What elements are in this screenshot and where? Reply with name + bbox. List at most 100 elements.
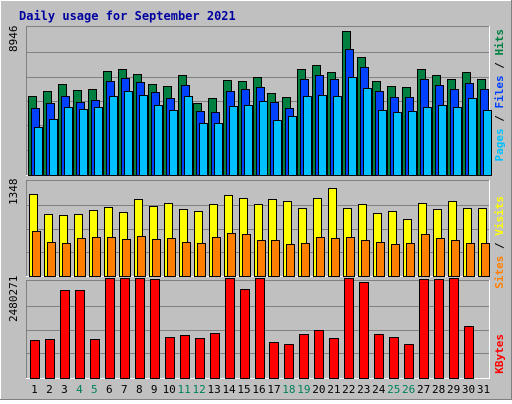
bar-sites-day-8 — [137, 236, 146, 277]
x-tick-label-day-4: 4 — [76, 383, 83, 396]
x-tick-label-day-19: 19 — [297, 383, 310, 396]
legend-kbytes: KBytes — [493, 334, 506, 374]
bar-sites-day-26 — [406, 243, 415, 277]
bar-pages-day-14 — [229, 106, 238, 176]
bar-pages-day-10 — [169, 110, 178, 176]
legend-hits: Hits — [493, 29, 506, 56]
legend-sep: / — [493, 236, 506, 256]
bar-kbytes-day-2 — [45, 339, 55, 379]
bar-pages-day-31 — [483, 110, 492, 176]
bar-sites-day-3 — [62, 243, 71, 277]
bar-sites-day-14 — [227, 233, 236, 277]
bar-kbytes-day-30 — [464, 326, 474, 379]
bar-kbytes-day-26 — [404, 344, 414, 379]
bar-pages-day-15 — [244, 105, 253, 176]
x-tick-label-day-21: 21 — [327, 383, 340, 396]
bar-pages-day-29 — [453, 107, 462, 176]
x-tick-label-day-12: 12 — [193, 383, 206, 396]
bar-kbytes-day-12 — [195, 338, 205, 379]
x-tick-label-day-2: 2 — [46, 383, 53, 396]
bar-pages-day-22 — [348, 77, 357, 176]
bar-kbytes-day-14 — [225, 278, 235, 379]
bar-sites-day-17 — [271, 240, 280, 277]
bar-kbytes-day-11 — [180, 335, 190, 379]
x-tick-label-day-28: 28 — [432, 383, 445, 396]
bar-sites-day-4 — [77, 238, 86, 277]
bar-sites-day-31 — [481, 243, 490, 277]
bar-pages-day-12 — [199, 123, 208, 176]
bar-pages-day-3 — [64, 107, 73, 176]
x-tick-label-day-18: 18 — [282, 383, 295, 396]
legend-visits: Visits — [493, 196, 506, 236]
chart-title: Daily usage for September 2021 — [19, 9, 236, 23]
x-tick-label-day-1: 1 — [31, 383, 38, 396]
legend-sep: / — [493, 109, 506, 129]
bar-sites-day-15 — [242, 234, 251, 277]
bar-sites-day-10 — [167, 238, 176, 277]
x-tick-label-day-9: 9 — [151, 383, 158, 396]
bar-kbytes-day-19 — [299, 334, 309, 379]
bar-kbytes-day-1 — [30, 340, 40, 379]
bar-kbytes-day-9 — [150, 279, 160, 379]
bar-pages-day-20 — [318, 95, 327, 176]
bar-kbytes-day-3 — [60, 290, 70, 379]
bar-sites-day-19 — [301, 243, 310, 277]
y-max-label-hits-files-pages: 8946 — [7, 26, 20, 53]
bar-sites-day-9 — [152, 239, 161, 277]
x-tick-label-day-13: 13 — [207, 383, 220, 396]
bar-pages-day-1 — [34, 127, 43, 176]
legend-files: Files — [493, 75, 506, 108]
legend-kbytes: KBytes — [493, 334, 506, 374]
legend-hits-files-pages: Pages / Files / Hits — [493, 29, 506, 162]
x-tick-label-day-25: 25 — [387, 383, 400, 396]
bar-kbytes-day-17 — [269, 342, 279, 379]
bar-kbytes-day-5 — [90, 339, 100, 379]
bar-kbytes-day-13 — [210, 333, 220, 379]
bar-sites-day-2 — [47, 242, 56, 277]
bar-sites-day-25 — [391, 244, 400, 277]
bar-kbytes-day-8 — [135, 278, 145, 379]
bar-kbytes-day-24 — [374, 334, 384, 379]
bar-kbytes-day-27 — [419, 279, 429, 379]
bar-sites-day-21 — [331, 238, 340, 277]
bar-sites-day-27 — [421, 234, 430, 277]
bar-kbytes-day-10 — [165, 337, 175, 379]
x-tick-label-day-26: 26 — [402, 383, 415, 396]
bar-pages-day-11 — [184, 96, 193, 176]
bar-sites-day-18 — [286, 244, 295, 277]
x-tick-label-day-10: 10 — [163, 383, 176, 396]
x-tick-label-day-5: 5 — [91, 383, 98, 396]
bar-pages-day-27 — [423, 107, 432, 176]
bar-pages-day-2 — [49, 119, 58, 176]
x-tick-label-day-22: 22 — [342, 383, 355, 396]
bar-pages-day-17 — [273, 120, 282, 176]
bar-sites-day-24 — [376, 242, 385, 277]
bar-sites-day-13 — [212, 237, 221, 277]
x-tick-label-day-30: 30 — [462, 383, 475, 396]
bar-sites-day-20 — [316, 237, 325, 277]
legend-visits-sites: Sites / Visits — [493, 196, 506, 289]
bar-pages-day-26 — [408, 111, 417, 176]
bar-kbytes-day-6 — [105, 278, 115, 379]
bar-pages-day-25 — [393, 112, 402, 176]
bar-sites-day-11 — [182, 242, 191, 277]
bar-pages-day-19 — [303, 96, 312, 176]
bar-sites-day-28 — [436, 238, 445, 277]
y-max-label-kbytes: 2480271 — [7, 276, 20, 322]
x-tick-label-day-16: 16 — [252, 383, 265, 396]
x-tick-label-day-14: 14 — [222, 383, 236, 396]
bar-sites-day-29 — [451, 240, 460, 277]
x-tick-label-day-24: 24 — [372, 383, 386, 396]
bar-kbytes-day-21 — [329, 338, 339, 379]
bar-pages-day-24 — [378, 110, 387, 176]
x-tick-label-day-23: 23 — [357, 383, 370, 396]
x-tick-label-day-6: 6 — [106, 383, 113, 396]
bar-sites-day-5 — [92, 237, 101, 277]
x-tick-label-day-3: 3 — [61, 383, 68, 396]
bar-pages-day-30 — [468, 98, 477, 176]
x-tick-label-day-7: 7 — [121, 383, 128, 396]
bar-kbytes-day-7 — [120, 278, 130, 379]
